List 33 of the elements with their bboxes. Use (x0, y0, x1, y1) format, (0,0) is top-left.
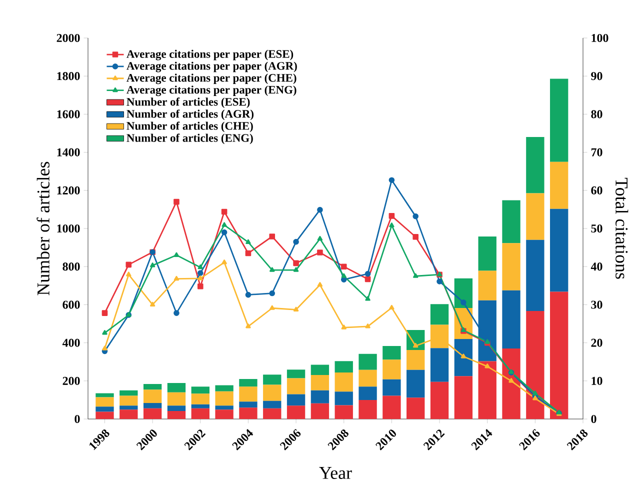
legend-label: Average citations per paper (ENG) (126, 86, 296, 96)
y2-tick-label: 40 (590, 262, 602, 271)
y2-tick-label: 20 (591, 338, 602, 347)
y-tick-label: 1000 (57, 224, 80, 233)
y2-tick-label: 50 (591, 224, 602, 233)
y2-tick-label: 60 (591, 186, 602, 194)
y2-tick-label: 0 (591, 414, 596, 424)
legend-label: Number of articles (AGR) (126, 110, 254, 120)
y2-tick-label: 30 (591, 300, 602, 309)
y2-tick-label: 90 (591, 72, 602, 80)
y-tick-label: 1600 (57, 110, 80, 118)
legend-label: Number of articles (ESE) (126, 98, 250, 108)
y2-tick-label: 80 (591, 110, 602, 118)
y-tick-label: 600 (62, 300, 80, 309)
y-tick-label: 800 (62, 262, 80, 271)
y2-tick-label: 70 (591, 148, 602, 156)
legend-label: Average citations per paper (ESE) (126, 50, 294, 60)
y-axis-title: Number of articles (36, 162, 50, 296)
y2-tick-label: 10 (592, 376, 602, 385)
y2-tick-label: 100 (592, 34, 608, 42)
y-tick-label: 0 (74, 414, 80, 424)
legend-label: Number of articles (CHE) (126, 122, 253, 132)
y-tick-label: 200 (62, 376, 80, 385)
legend-label: Average citations per paper (CHE) (126, 74, 296, 84)
x-axis-title: Year (319, 467, 352, 479)
y2-axis-title: Total citations (616, 178, 628, 279)
y-tick-label: 400 (62, 338, 80, 347)
legend-label: Number of articles (ENG) (126, 134, 253, 144)
y-tick-label: 2000 (56, 34, 80, 42)
y-tick-label: 1200 (57, 186, 80, 194)
y-tick-label: 1800 (57, 72, 80, 80)
y-tick-label: 1400 (57, 148, 80, 156)
legend-label: Average citations per paper (AGR) (126, 62, 297, 72)
